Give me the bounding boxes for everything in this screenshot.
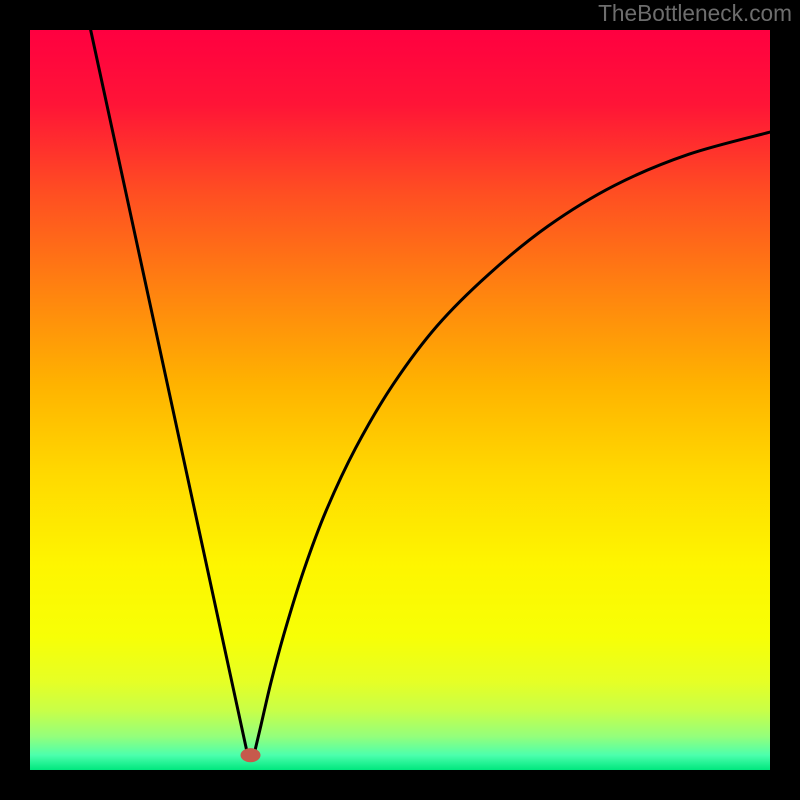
minimum-marker — [241, 748, 261, 762]
chart-frame: TheBottleneck.com — [0, 0, 800, 800]
curve-left-branch — [91, 30, 248, 754]
plot-area — [30, 30, 770, 770]
attribution-text: TheBottleneck.com — [598, 0, 792, 27]
curve-right-branch — [254, 132, 770, 754]
curve-layer — [30, 30, 770, 770]
